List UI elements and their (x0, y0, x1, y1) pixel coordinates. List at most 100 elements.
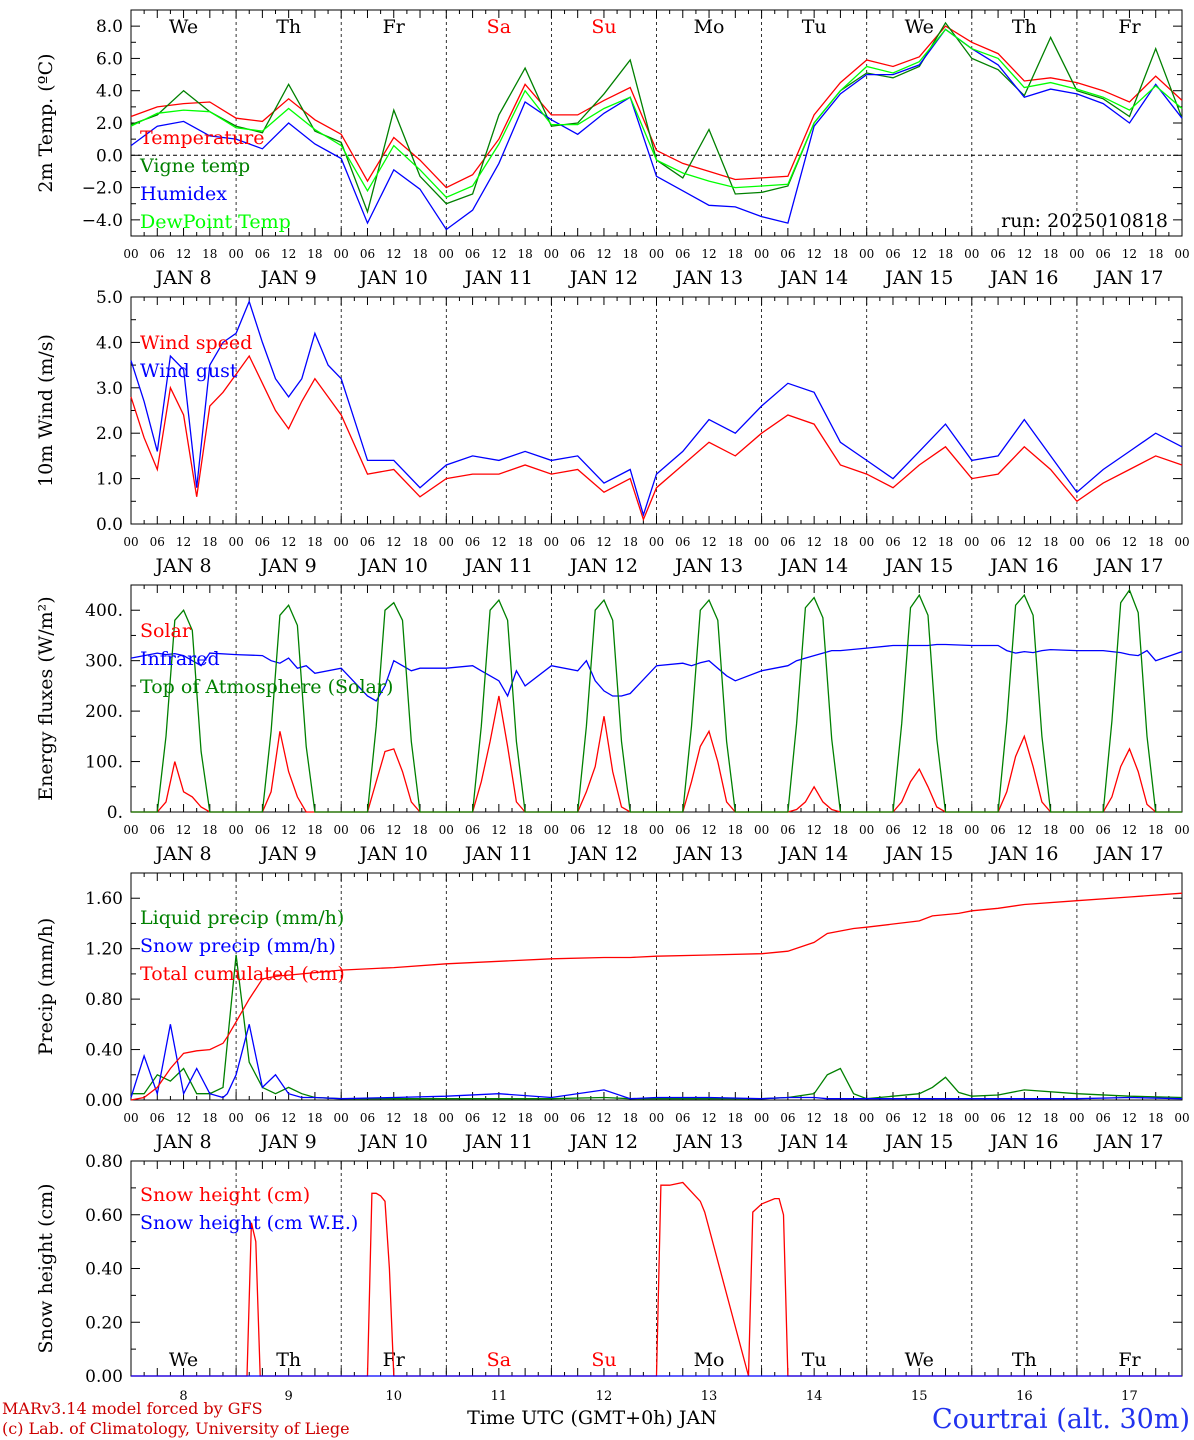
hour-label: 06 (360, 1111, 375, 1125)
y-axis-label: Energy fluxes (W/m²) (35, 596, 57, 800)
y-tick-label: 8.0 (96, 17, 123, 37)
date-label: JAN 11 (463, 555, 533, 577)
y-tick-label: −2.0 (82, 179, 123, 199)
day-of-week-label: We (905, 16, 934, 38)
hour-label: 18 (623, 247, 638, 261)
hour-label: 06 (255, 1111, 270, 1125)
hour-label: 06 (150, 823, 165, 837)
hour-label: 18 (938, 1111, 953, 1125)
date-label: JAN 14 (778, 1131, 848, 1153)
hour-label: 06 (675, 823, 690, 837)
hour-label: 18 (728, 823, 743, 837)
date-label: JAN 9 (259, 843, 317, 865)
panel-wind: 0.0 1.0 2.0 3.0 4.0 5.0 10m Wind (m/s) 00 06 12 18… (35, 288, 1190, 577)
y-tick-label: 0.80 (85, 1152, 123, 1172)
series-line-temp-3 (130, 28, 1183, 199)
panel-precip: 0.00 0.40 0.80 1.20 1.60 Precip (mm/h) 00 06 12 1… (35, 872, 1190, 1153)
hour-label: 06 (465, 535, 480, 549)
hour-label: 18 (833, 1111, 848, 1125)
hour-label: 00 (1174, 535, 1189, 549)
hour-label: 00 (123, 823, 138, 837)
hour-label: 00 (544, 247, 559, 261)
day-of-week-label: Tu (802, 1349, 827, 1371)
hour-label: 00 (334, 247, 349, 261)
date-label: JAN 16 (988, 1131, 1058, 1153)
hour-label: 18 (623, 535, 638, 549)
hour-label: 06 (885, 247, 900, 261)
date-label: JAN 9 (259, 1131, 317, 1153)
hour-label: 00 (123, 247, 138, 261)
hour-label: 12 (596, 247, 611, 261)
hour-label: 12 (176, 1111, 191, 1125)
hour-label: 12 (596, 823, 611, 837)
hour-label: 18 (307, 1111, 322, 1125)
hour-label: 12 (701, 823, 716, 837)
y-tick-label: 300. (85, 652, 123, 672)
y-tick-label: 400. (85, 601, 123, 621)
date-label: JAN 13 (673, 555, 743, 577)
hour-label: 00 (1174, 247, 1189, 261)
y-tick-label: 200. (85, 702, 123, 722)
legend-entry: Humidex (140, 183, 227, 205)
hour-label: 06 (780, 1111, 795, 1125)
legend-entry: Vigne temp (139, 155, 250, 177)
hour-label: 18 (1148, 535, 1163, 549)
date-label: JAN 17 (1093, 267, 1163, 289)
day-number-label: 16 (1016, 1389, 1033, 1404)
hour-label: 00 (859, 1111, 874, 1125)
date-label: JAN 17 (1093, 843, 1163, 865)
hour-label: 00 (544, 823, 559, 837)
date-label: JAN 10 (358, 555, 428, 577)
hour-label: 00 (649, 535, 664, 549)
hour-label: 12 (176, 823, 191, 837)
date-label: JAN 15 (883, 267, 953, 289)
hour-label: 18 (307, 535, 322, 549)
day-number-label: 14 (806, 1389, 823, 1404)
hour-label: 00 (1069, 535, 1084, 549)
date-label: JAN 14 (778, 555, 848, 577)
x-axis-label: Time UTC (GMT+0h) JAN (467, 1407, 717, 1429)
date-label: JAN 12 (568, 267, 638, 289)
hour-label: 06 (255, 823, 270, 837)
hour-label: 06 (675, 247, 690, 261)
hour-label: 00 (649, 823, 664, 837)
day-of-week-label: Fr (383, 16, 406, 38)
hour-label: 06 (885, 535, 900, 549)
hour-label: 12 (807, 1111, 822, 1125)
hour-label: 00 (859, 247, 874, 261)
y-tick-label: 2.0 (96, 424, 123, 444)
hour-label: 12 (1122, 823, 1137, 837)
day-of-week-label: Mo (694, 1349, 725, 1371)
hour-label: 12 (807, 535, 822, 549)
hour-label: 00 (228, 1111, 243, 1125)
y-axis-label: 10m Wind (m/s) (35, 334, 57, 487)
date-label: JAN 17 (1093, 555, 1163, 577)
hour-label: 00 (964, 247, 979, 261)
date-label: JAN 8 (154, 267, 212, 289)
hour-label: 18 (1148, 1111, 1163, 1125)
hour-label: 12 (1017, 535, 1032, 549)
hour-label: 06 (780, 823, 795, 837)
hour-label: 12 (596, 1111, 611, 1125)
hour-label: 12 (701, 1111, 716, 1125)
hour-label: 12 (1017, 247, 1032, 261)
hour-label: 12 (281, 535, 296, 549)
y-tick-label: 1.60 (85, 889, 123, 909)
series-line-wind-1 (130, 299, 1183, 518)
day-of-week-label: Th (1012, 16, 1037, 38)
hour-label: 18 (307, 823, 322, 837)
hour-label: 06 (990, 823, 1005, 837)
hour-label: 18 (1148, 247, 1163, 261)
hour-label: 12 (912, 247, 927, 261)
hour-label: 18 (202, 823, 217, 837)
hour-label: 06 (885, 823, 900, 837)
hour-label: 18 (833, 823, 848, 837)
hour-label: 12 (491, 247, 506, 261)
hour-label: 00 (439, 1111, 454, 1125)
date-label: JAN 12 (568, 555, 638, 577)
footer-model: MARv3.14 model forced by GFS (2, 1399, 263, 1418)
legend-entry: Snow height (cm W.E.) (140, 1212, 358, 1234)
legend-entry: Snow precip (mm/h) (140, 935, 336, 957)
hour-label: 18 (623, 823, 638, 837)
legend-entry: Liquid precip (mm/h) (140, 907, 344, 929)
